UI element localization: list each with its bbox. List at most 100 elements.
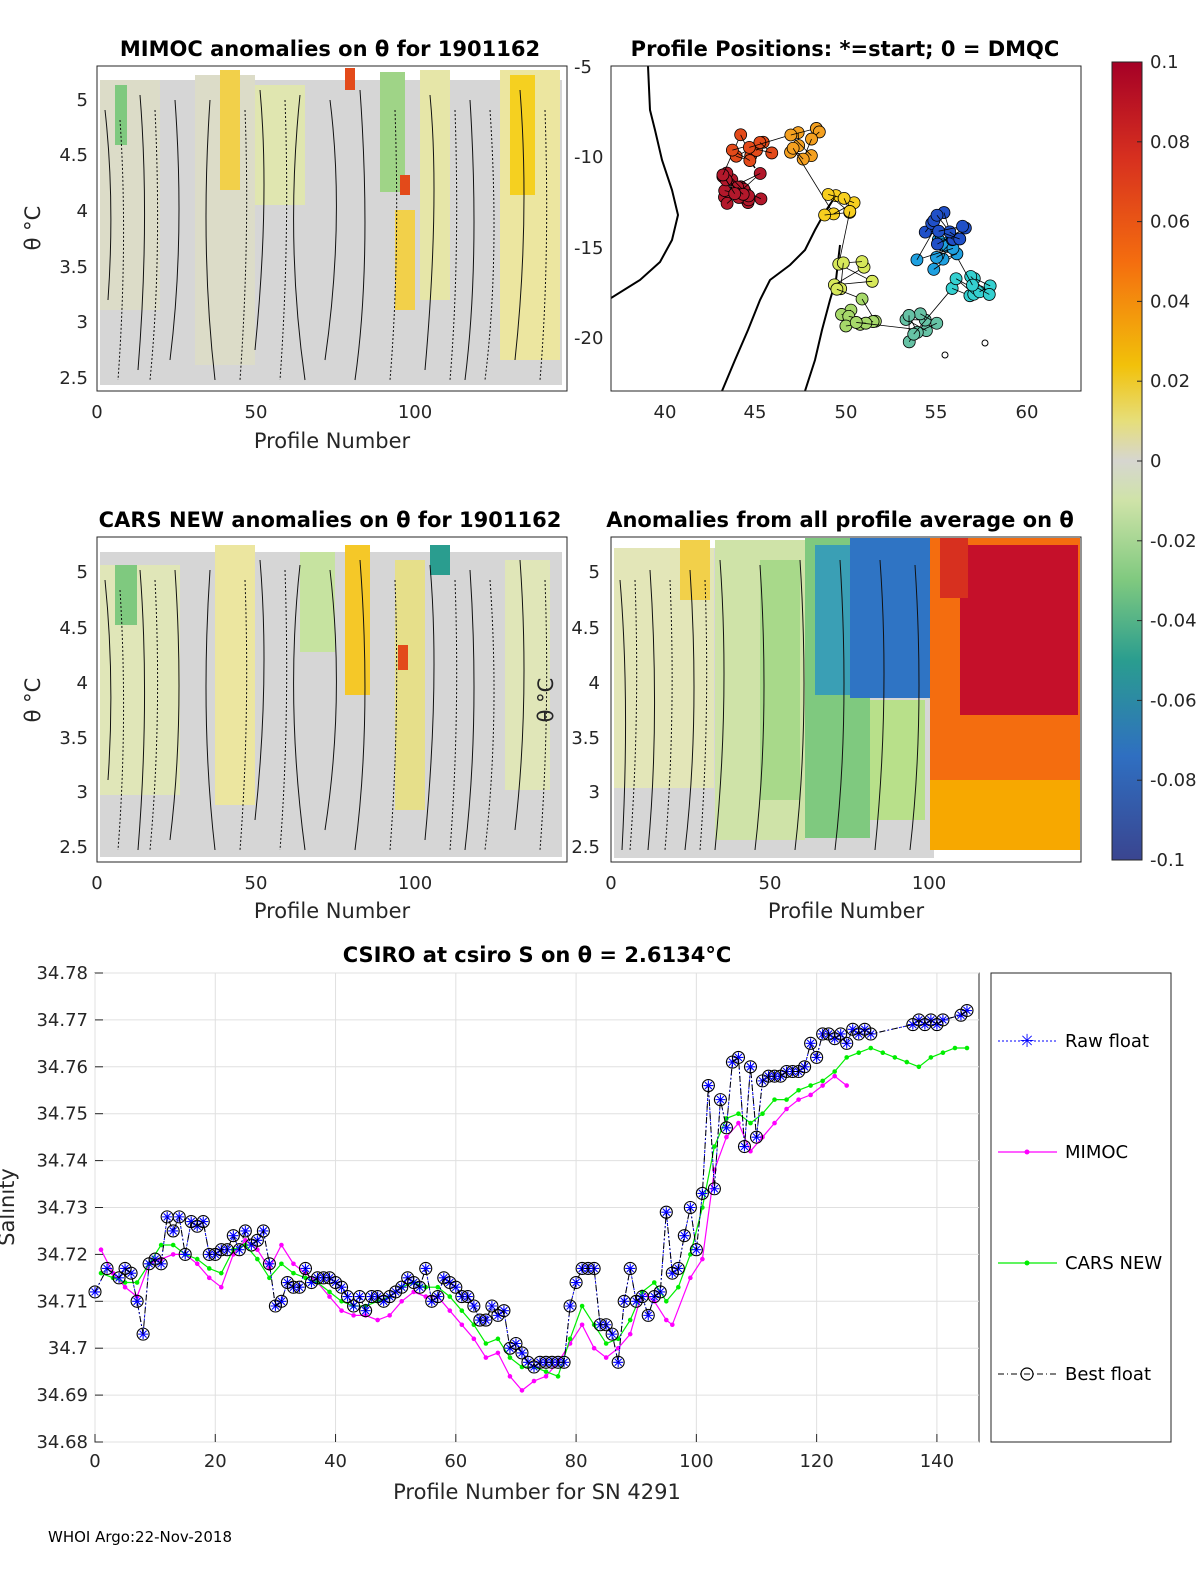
- data-point: [306, 1277, 317, 1288]
- svg-text:3.5: 3.5: [59, 728, 88, 749]
- data-point: [240, 1225, 251, 1236]
- svg-text:3.5: 3.5: [571, 728, 600, 749]
- data-point: [519, 1388, 525, 1393]
- svg-text:-5: -5: [574, 57, 592, 78]
- legend-mimoc: MIMOC: [998, 1142, 1128, 1163]
- data-point: [100, 1261, 114, 1276]
- data-point: [593, 1318, 607, 1332]
- chart-grid: [94, 972, 979, 1443]
- data-point: [531, 1378, 537, 1384]
- y-tick-label: 34.69: [36, 1385, 88, 1406]
- data-point: [689, 1243, 703, 1257]
- data-point: [467, 1299, 481, 1313]
- svg-text:0: 0: [91, 402, 102, 423]
- data-point: [218, 1270, 224, 1276]
- colorbar-tick-label: -0.04: [1150, 611, 1197, 632]
- data-point: [431, 1290, 445, 1304]
- data-point: [772, 1120, 777, 1126]
- data-point: [567, 1336, 573, 1342]
- data-point: [904, 1059, 910, 1065]
- y-tick-label: 34.71: [36, 1291, 88, 1312]
- data-point: [697, 1188, 708, 1199]
- svg-text:50: 50: [245, 873, 268, 894]
- data-point: [166, 1224, 180, 1238]
- positions-xticks: 40 45 50 55 60: [654, 402, 1039, 423]
- cars-yticks: 5 4.5 4 3.5 3 2.5: [59, 562, 88, 858]
- svg-text:40: 40: [654, 402, 677, 423]
- data-point: [479, 1313, 493, 1327]
- colorbar-tick-label: 0.1: [1150, 52, 1179, 73]
- data-point: [603, 1355, 609, 1360]
- svg-text:5: 5: [589, 562, 600, 583]
- x-tick-label: 60: [444, 1451, 467, 1472]
- data-point: [964, 1045, 970, 1051]
- data-point: [543, 1369, 549, 1374]
- data-point: [124, 1266, 138, 1280]
- data-point: [737, 1139, 752, 1154]
- colorbar-tick-label: 0.08: [1150, 132, 1190, 153]
- data-point: [844, 1055, 850, 1060]
- series-line: [94, 1010, 968, 1368]
- data-point: [653, 1285, 667, 1299]
- data-point: [840, 1036, 854, 1050]
- cars-ylabel: θ °C: [21, 678, 45, 723]
- data-point: [767, 1069, 782, 1083]
- svg-text:3: 3: [77, 312, 88, 333]
- data-point: [627, 1317, 633, 1323]
- data-point: [599, 1318, 613, 1332]
- data-point: [274, 1294, 288, 1308]
- data-point: [327, 1289, 332, 1295]
- data-point: [688, 1275, 693, 1281]
- colorbar-tick-label: 0: [1150, 451, 1161, 472]
- data-point: [555, 1374, 561, 1379]
- data-point: [667, 1268, 678, 1279]
- allavg-xticks: 0 50 100: [605, 873, 946, 894]
- svg-text:MIMOC: MIMOC: [1065, 1142, 1128, 1163]
- data-point: [719, 1121, 733, 1135]
- svg-text:0: 0: [91, 873, 102, 894]
- legend-box: [990, 972, 1172, 1443]
- track-segment: [838, 211, 851, 265]
- data-point: [581, 1261, 595, 1276]
- data-point: [613, 1357, 624, 1368]
- data-point: [701, 1079, 715, 1093]
- svg-text:4.5: 4.5: [571, 618, 600, 639]
- y-tick-label: 34.76: [36, 1057, 88, 1078]
- data-point: [238, 1224, 252, 1238]
- data-point: [557, 1355, 571, 1369]
- data-point: [359, 1304, 373, 1318]
- data-point: [743, 1060, 758, 1074]
- data-point: [661, 1207, 672, 1218]
- y-tick-label: 34.68: [36, 1432, 88, 1453]
- colorbar: 0.1 0.08 0.06 0.04 0.02 0 -0.02 -0.04 -0.06 -0.08…: [1111, 52, 1197, 871]
- data-point: [623, 1261, 637, 1276]
- data-point: [226, 1229, 240, 1243]
- allavg-heatmap: [611, 537, 1081, 862]
- data-point: [641, 1308, 655, 1322]
- cars-panel: CARS NEW anomalies on θ for 1901162 5 4.…: [21, 508, 568, 923]
- data-point: [515, 1346, 529, 1360]
- data-point: [316, 1271, 331, 1285]
- data-point: [907, 1019, 918, 1030]
- legend-best: Best float: [998, 1364, 1151, 1385]
- data-point: [130, 1294, 144, 1308]
- mimoc-panel: MIMOC anomalies on θ for 1901162 5 4.5 4…: [21, 37, 568, 453]
- data-point: [810, 1050, 824, 1064]
- data-point: [435, 1284, 441, 1290]
- data-point: [492, 1310, 503, 1321]
- data-point: [712, 1144, 717, 1149]
- data-point: [784, 1097, 789, 1102]
- svg-text:2.5: 2.5: [59, 368, 88, 389]
- data-point: [144, 1258, 155, 1269]
- data-point: [459, 1322, 465, 1328]
- data-point: [625, 1263, 636, 1274]
- data-point: [736, 1120, 741, 1126]
- data-point: [832, 1073, 837, 1079]
- data-point: [804, 1036, 818, 1050]
- data-point: [447, 1294, 453, 1299]
- data-point: [387, 1313, 392, 1318]
- data-point: [218, 1284, 224, 1290]
- data-point: [136, 1327, 150, 1341]
- data-point: [880, 1050, 886, 1056]
- mimoc-xlabel: Profile Number: [254, 429, 411, 453]
